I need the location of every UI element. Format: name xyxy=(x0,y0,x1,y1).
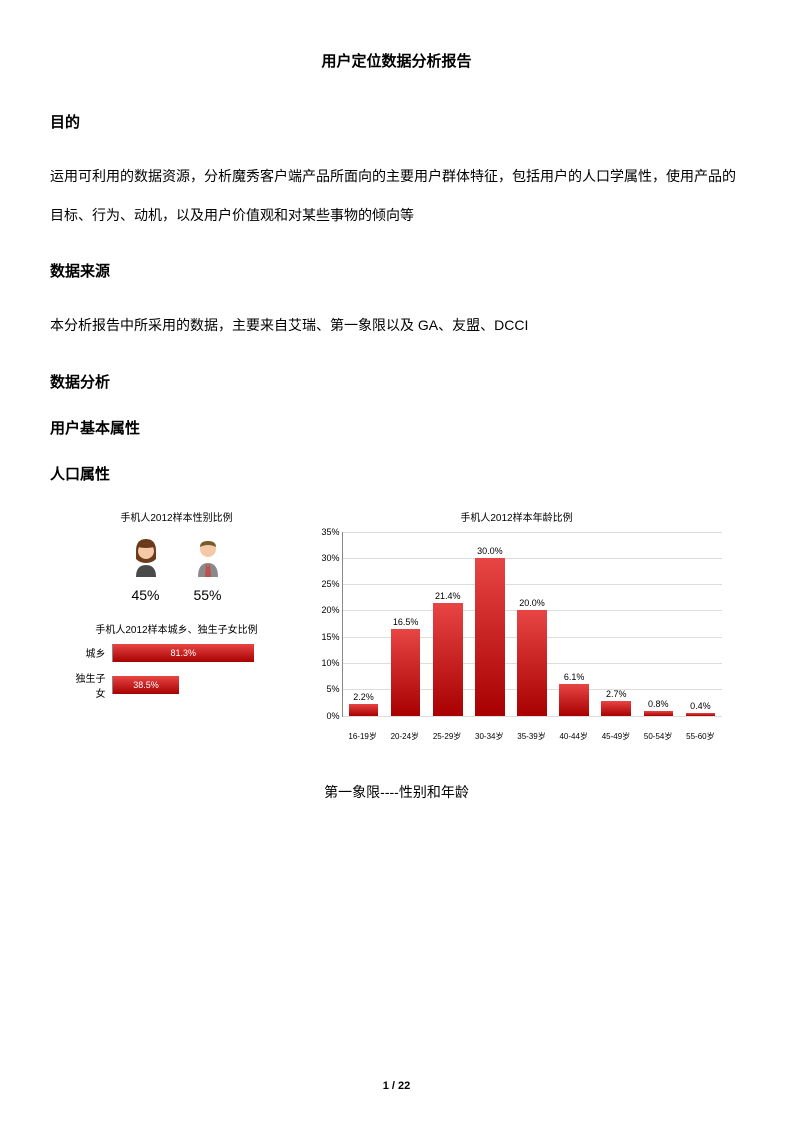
vbar: 20.0% xyxy=(511,532,553,716)
x-tick-label: 45-49岁 xyxy=(595,731,637,742)
gender-chart: 45% 55% xyxy=(67,532,287,613)
vbar-value-label: 21.4% xyxy=(435,591,461,601)
female-percent: 45% xyxy=(130,587,162,603)
vbar: 30.0% xyxy=(469,532,511,716)
hbar-fill: 81.3% xyxy=(113,644,254,662)
x-tick-label: 16-19岁 xyxy=(342,731,384,742)
x-tick-label: 40-44岁 xyxy=(553,731,595,742)
x-tick-label: 30-34岁 xyxy=(468,731,510,742)
vbar-rect xyxy=(433,603,462,716)
left-column: 手机人2012样本性别比例 45% 55% xyxy=(67,509,287,708)
vbar-rect xyxy=(475,558,504,716)
y-tick-label: 20% xyxy=(310,605,340,615)
vbar: 2.2% xyxy=(343,532,385,716)
hbar-track: 81.3% xyxy=(112,644,287,662)
female-avatar-icon xyxy=(130,537,162,577)
text-purpose: 运用可利用的数据资源，分析魔秀客户端产品所面向的主要用户群体特征，包括用户的人口… xyxy=(50,157,743,235)
gender-chart-title: 手机人2012样本性别比例 xyxy=(67,509,287,524)
y-tick-label: 25% xyxy=(310,579,340,589)
heading-purpose: 目的 xyxy=(50,111,743,132)
vbar-value-label: 6.1% xyxy=(564,672,585,682)
age-chart-title: 手机人2012样本年龄比例 xyxy=(307,509,727,524)
heading-source: 数据来源 xyxy=(50,260,743,281)
vbar-value-label: 2.2% xyxy=(353,692,374,702)
text-source: 本分析报告中所采用的数据，主要来自艾瑞、第一象限以及 GA、友盟、DCCI xyxy=(50,306,743,345)
y-tick-label: 5% xyxy=(310,684,340,694)
vbar: 0.8% xyxy=(637,532,679,716)
y-tick-label: 0% xyxy=(310,711,340,721)
vbar-value-label: 30.0% xyxy=(477,546,503,556)
page-number: 1 / 22 xyxy=(0,1080,793,1092)
y-tick-label: 15% xyxy=(310,632,340,642)
x-tick-label: 35-39岁 xyxy=(510,731,552,742)
hbar-fill: 38.5% xyxy=(113,676,180,694)
figure-caption: 第一象限----性别和年龄 xyxy=(50,782,743,802)
gender-male: 55% xyxy=(192,537,224,603)
vbar: 2.7% xyxy=(595,532,637,716)
vbar-value-label: 16.5% xyxy=(393,617,419,627)
vbar: 6.1% xyxy=(553,532,595,716)
vbar-value-label: 0.4% xyxy=(690,701,711,711)
x-tick-label: 55-60岁 xyxy=(679,731,721,742)
x-tick-label: 20-24岁 xyxy=(384,731,426,742)
vbar-rect xyxy=(686,713,715,715)
vbar-value-label: 0.8% xyxy=(648,699,669,709)
y-tick-label: 10% xyxy=(310,658,340,668)
hbar-row: 城乡81.3% xyxy=(67,644,287,662)
vbar: 21.4% xyxy=(427,532,469,716)
vbar-rect xyxy=(517,610,546,715)
vbar-rect xyxy=(391,629,420,716)
bars-container: 2.2% 16.5% 21.4% 30.0% 20.0% 6.1% 2.7% 0.8% 0.4% xyxy=(343,532,722,716)
vbar-value-label: 20.0% xyxy=(519,598,545,608)
vbar-rect xyxy=(601,701,630,715)
gender-female: 45% xyxy=(130,537,162,603)
x-tick-label: 50-54岁 xyxy=(637,731,679,742)
y-tick-label: 30% xyxy=(310,553,340,563)
heading-analysis: 数据分析 xyxy=(50,371,743,392)
x-tick-label: 25-29岁 xyxy=(426,731,468,742)
hbar-chart: 手机人2012样本城乡、独生子女比例 城乡81.3%独生子女38.5% xyxy=(67,621,287,700)
charts-row: 手机人2012样本性别比例 45% 55% xyxy=(50,509,743,742)
hbar-chart-title: 手机人2012样本城乡、独生子女比例 xyxy=(67,621,287,636)
grid-line xyxy=(343,716,722,717)
right-column: 手机人2012样本年龄比例 0%5%10%15%20%25%30%35%2.2%… xyxy=(307,509,727,742)
vbar-value-label: 2.7% xyxy=(606,689,627,699)
vbar: 16.5% xyxy=(385,532,427,716)
heading-basic-attrs: 用户基本属性 xyxy=(50,417,743,438)
vbar-rect xyxy=(644,711,673,715)
vbar-rect xyxy=(349,704,378,716)
heading-demographics: 人口属性 xyxy=(50,463,743,484)
y-tick-label: 35% xyxy=(310,527,340,537)
hbar-label: 独生子女 xyxy=(67,670,112,700)
vbar: 0.4% xyxy=(679,532,721,716)
hbar-row: 独生子女38.5% xyxy=(67,670,287,700)
male-percent: 55% xyxy=(192,587,224,603)
vbar-rect xyxy=(559,684,588,716)
male-avatar-icon xyxy=(192,537,224,577)
hbar-label: 城乡 xyxy=(67,645,112,660)
hbar-track: 38.5% xyxy=(112,676,287,694)
document-title: 用户定位数据分析报告 xyxy=(50,50,743,71)
age-bar-chart: 0%5%10%15%20%25%30%35%2.2%16.5%21.4%30.0… xyxy=(307,532,727,742)
